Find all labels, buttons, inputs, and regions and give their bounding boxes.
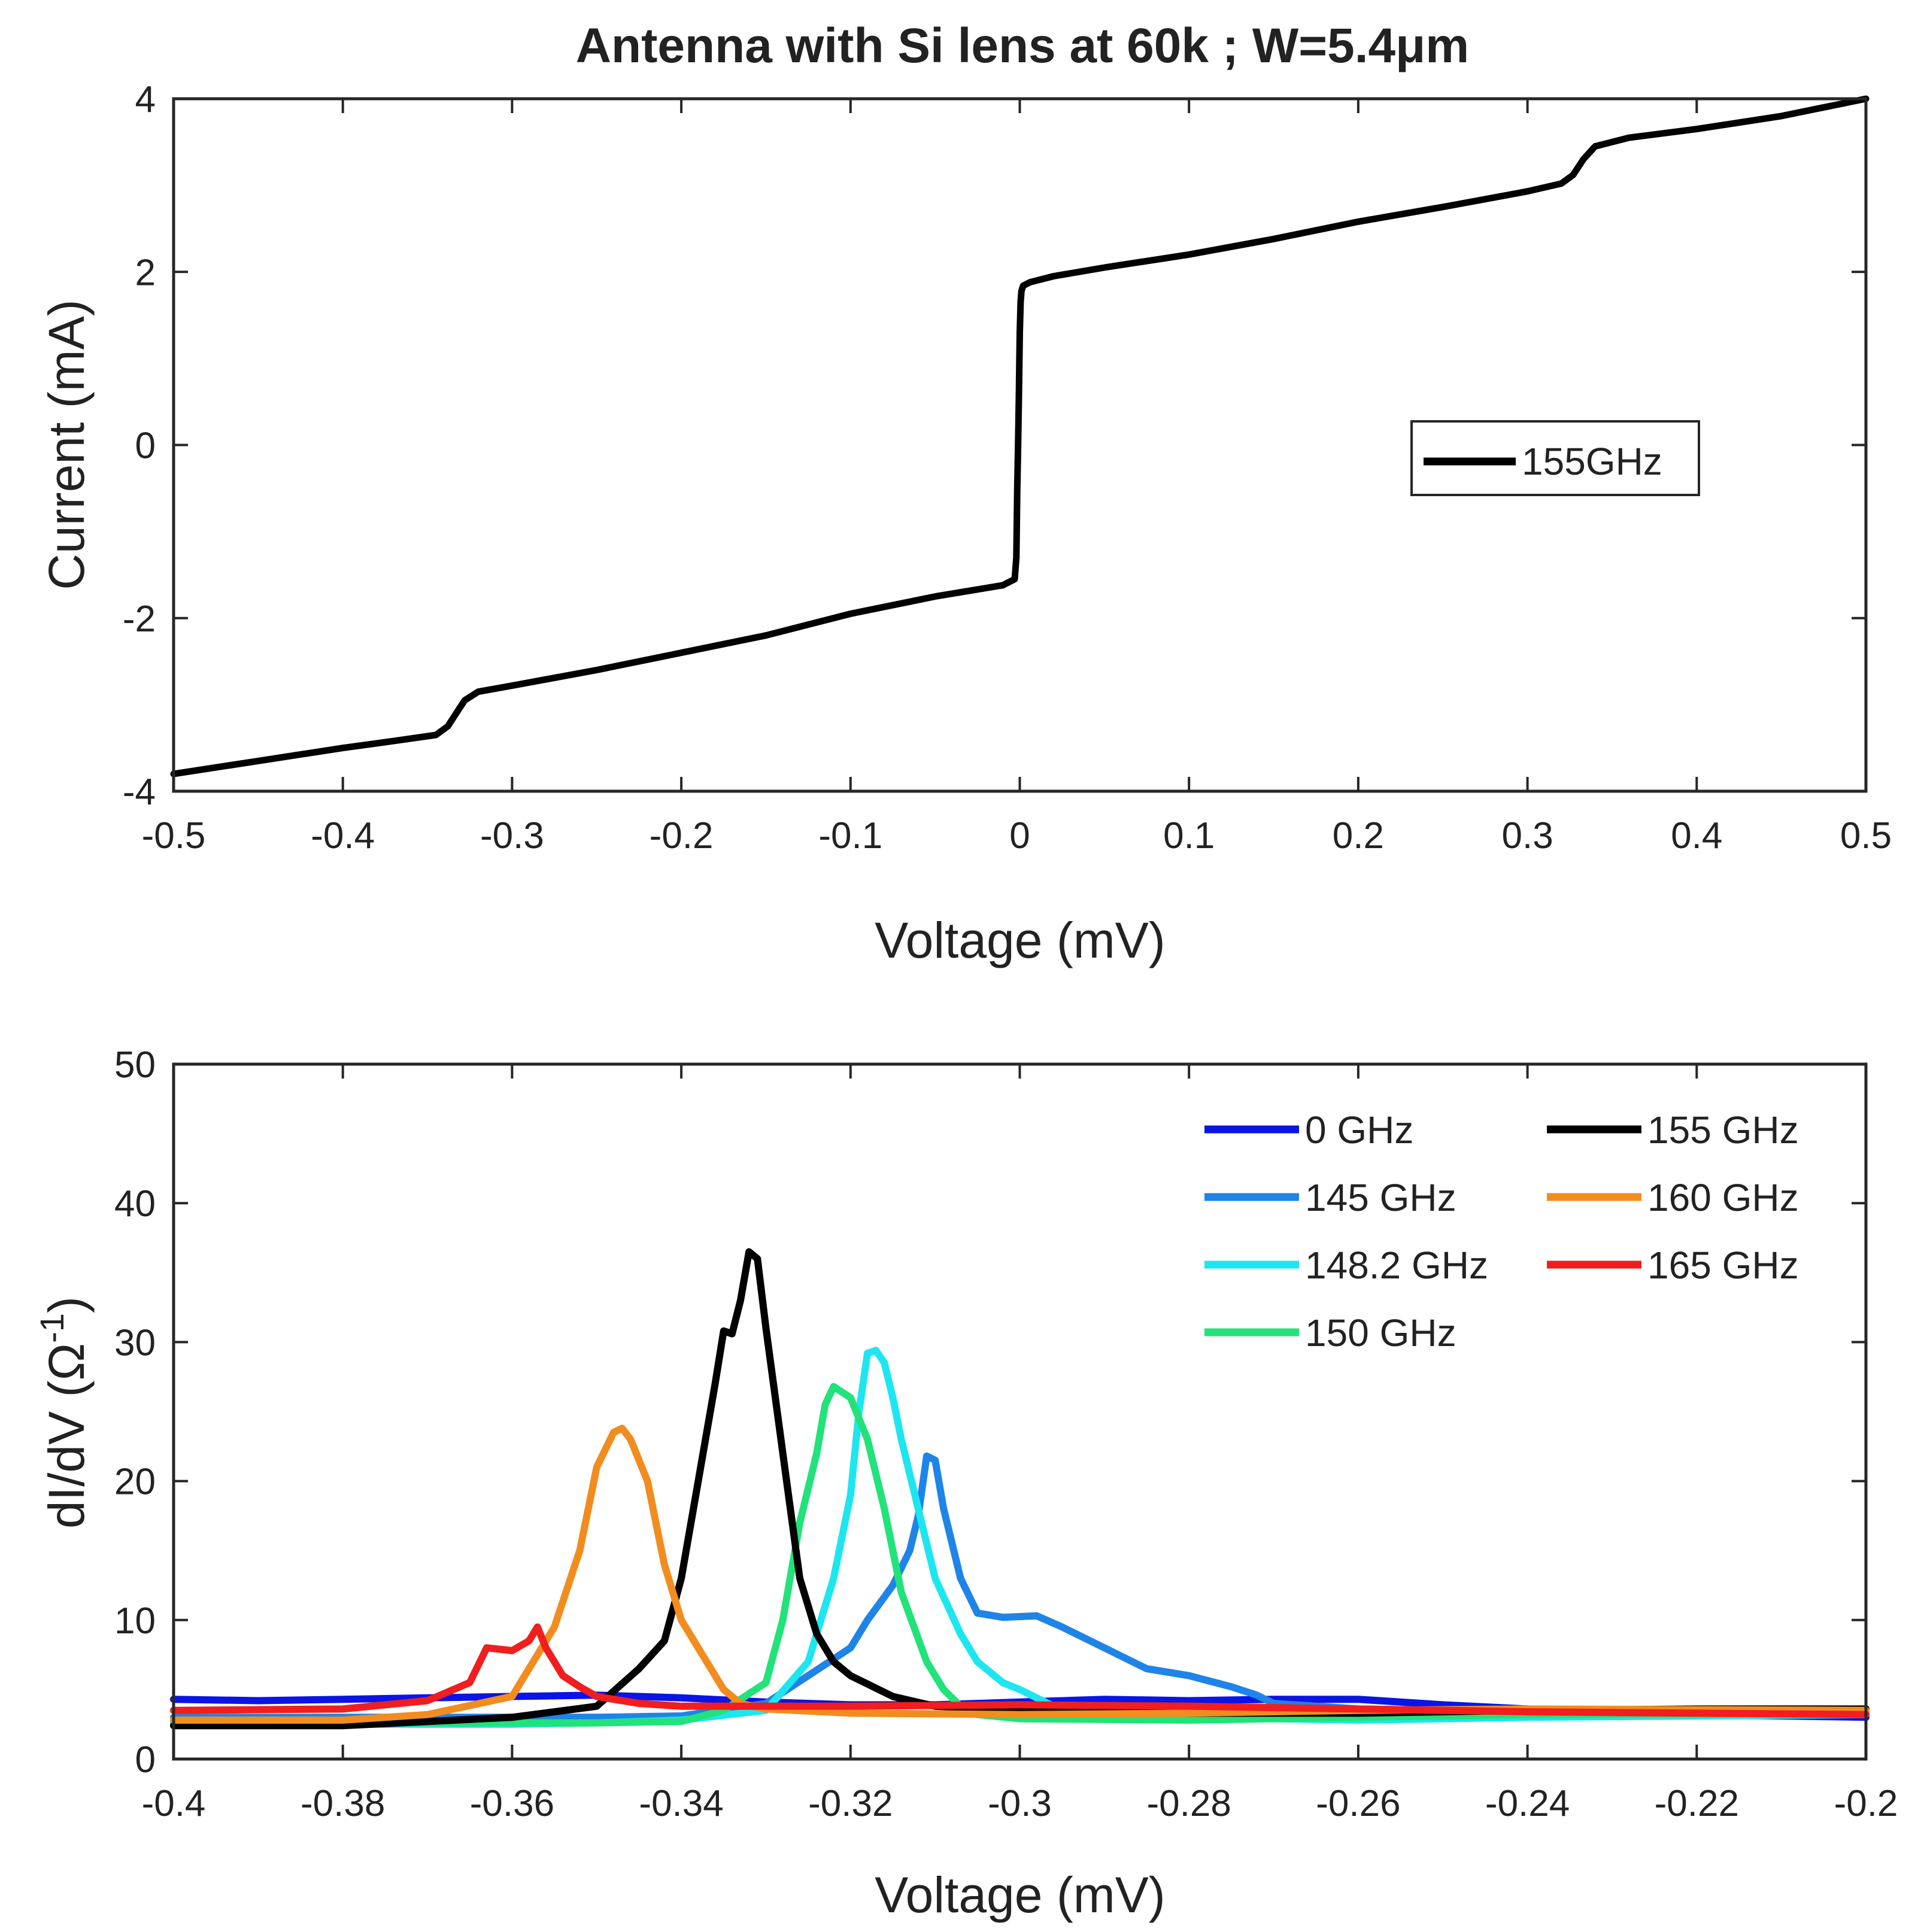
top-x-tick-label: 0 [1009, 815, 1030, 856]
top-x-tick-label: -0.2 [650, 815, 714, 856]
bottom-series-group [170, 1248, 1870, 1730]
bottom-x-tick-label: -0.38 [301, 1783, 385, 1824]
bottom-chart: -0.4 -0.38 -0.36 -0.34 -0.32 -0.3 -0.28 -0.26 -0… [33, 1044, 1898, 1923]
bottom-legend-label-160-ghz: 160 GHz [1647, 1176, 1799, 1219]
top-x-ticks: -0.5 -0.4 -0.3 -0.2 -0.1 0 0.1 0.2 0.3 0.4 0.5 [142, 99, 1892, 856]
top-x-tick-label: -0.4 [311, 815, 375, 856]
bottom-x-tick-label: -0.22 [1655, 1783, 1739, 1824]
bottom-x-tick-label: -0.34 [639, 1783, 723, 1824]
bottom-x-tick-label: -0.32 [808, 1783, 893, 1824]
top-x-axis-label: Voltage (mV) [875, 912, 1166, 968]
bottom-x-tick-label: -0.28 [1147, 1783, 1231, 1824]
top-series-line-155ghz [170, 95, 1870, 777]
bottom-y-tick-label: 40 [114, 1183, 156, 1225]
bottom-legend: 0 GHz 145 GHz 148.2 GHz 150 GHz 155 GHz 160 G… [1204, 1108, 1799, 1354]
top-y-tick-label: 4 [135, 79, 156, 120]
top-y-ticks: -4 -2 0 2 4 [123, 79, 1866, 813]
bottom-y-tick-label: 10 [114, 1600, 156, 1642]
bottom-y-axis-label-main: dI/dV (Ω [38, 1343, 95, 1529]
bottom-x-ticks: -0.4 -0.38 -0.36 -0.34 -0.32 -0.3 -0.28 -0.26 -0… [142, 1064, 1898, 1824]
bottom-y-axis-label: dI/dV (Ω-1) [33, 1296, 95, 1529]
bottom-legend-label-145-ghz: 145 GHz [1305, 1176, 1456, 1219]
bottom-y-tick-label: 50 [114, 1044, 156, 1086]
top-legend-label: 155GHz [1522, 440, 1662, 483]
top-legend: 155GHz [1410, 420, 1700, 496]
bottom-y-ticks: 0 10 20 30 40 50 [114, 1044, 1866, 1781]
top-series-group [170, 95, 1870, 777]
bottom-x-tick-label: -0.24 [1485, 1783, 1570, 1824]
bottom-legend-label-150-ghz: 150 GHz [1305, 1311, 1456, 1354]
bottom-y-axis-label-superscript: -1 [33, 1313, 71, 1343]
top-y-tick-label: -4 [123, 771, 156, 813]
bottom-legend-label-155-ghz: 155 GHz [1647, 1108, 1799, 1152]
top-x-tick-label: 0.2 [1333, 815, 1384, 856]
bottom-y-tick-label: 30 [114, 1322, 156, 1363]
bottom-legend-label-148-2-ghz: 148.2 GHz [1305, 1244, 1488, 1287]
top-x-tick-label: 0.3 [1501, 815, 1553, 856]
bottom-x-tick-label: -0.4 [142, 1783, 206, 1824]
top-chart: Antenna with Si lens at 60k ; W=5.4μm -0… [38, 19, 1892, 968]
bottom-series-line-160-ghz [170, 1424, 1870, 1724]
bottom-x-tick-label: -0.3 [988, 1783, 1052, 1824]
bottom-y-tick-label: 20 [114, 1462, 156, 1503]
bottom-x-axis-label: Voltage (mV) [875, 1867, 1166, 1923]
bottom-x-tick-label: -0.2 [1834, 1783, 1898, 1824]
bottom-series-line-165-ghz [170, 1623, 1870, 1718]
top-x-tick-label: -0.1 [818, 815, 882, 856]
top-x-tick-label: 0.4 [1671, 815, 1722, 856]
top-x-tick-label: 0.1 [1163, 815, 1215, 856]
top-y-tick-label: 0 [135, 426, 156, 467]
top-x-tick-label: -0.3 [480, 815, 544, 856]
top-y-axis-label: Current (mA) [38, 299, 95, 590]
bottom-x-tick-label: -0.26 [1316, 1783, 1400, 1824]
top-x-tick-label: 0.5 [1840, 815, 1892, 856]
top-y-tick-label: 2 [135, 252, 156, 293]
bottom-legend-label-165-ghz: 165 GHz [1647, 1244, 1799, 1287]
bottom-legend-label-0-ghz: 0 GHz [1305, 1108, 1413, 1152]
bottom-x-tick-label: -0.36 [470, 1783, 554, 1824]
bottom-series-line-150-ghz [170, 1383, 1870, 1727]
top-x-tick-label: -0.5 [142, 815, 206, 856]
bottom-y-tick-label: 0 [135, 1739, 156, 1781]
top-chart-title: Antenna with Si lens at 60k ; W=5.4μm [576, 19, 1469, 73]
top-y-tick-label: -2 [123, 599, 156, 640]
bottom-plot-area [170, 1062, 1870, 1761]
bottom-y-axis-label-close: ) [38, 1296, 95, 1313]
